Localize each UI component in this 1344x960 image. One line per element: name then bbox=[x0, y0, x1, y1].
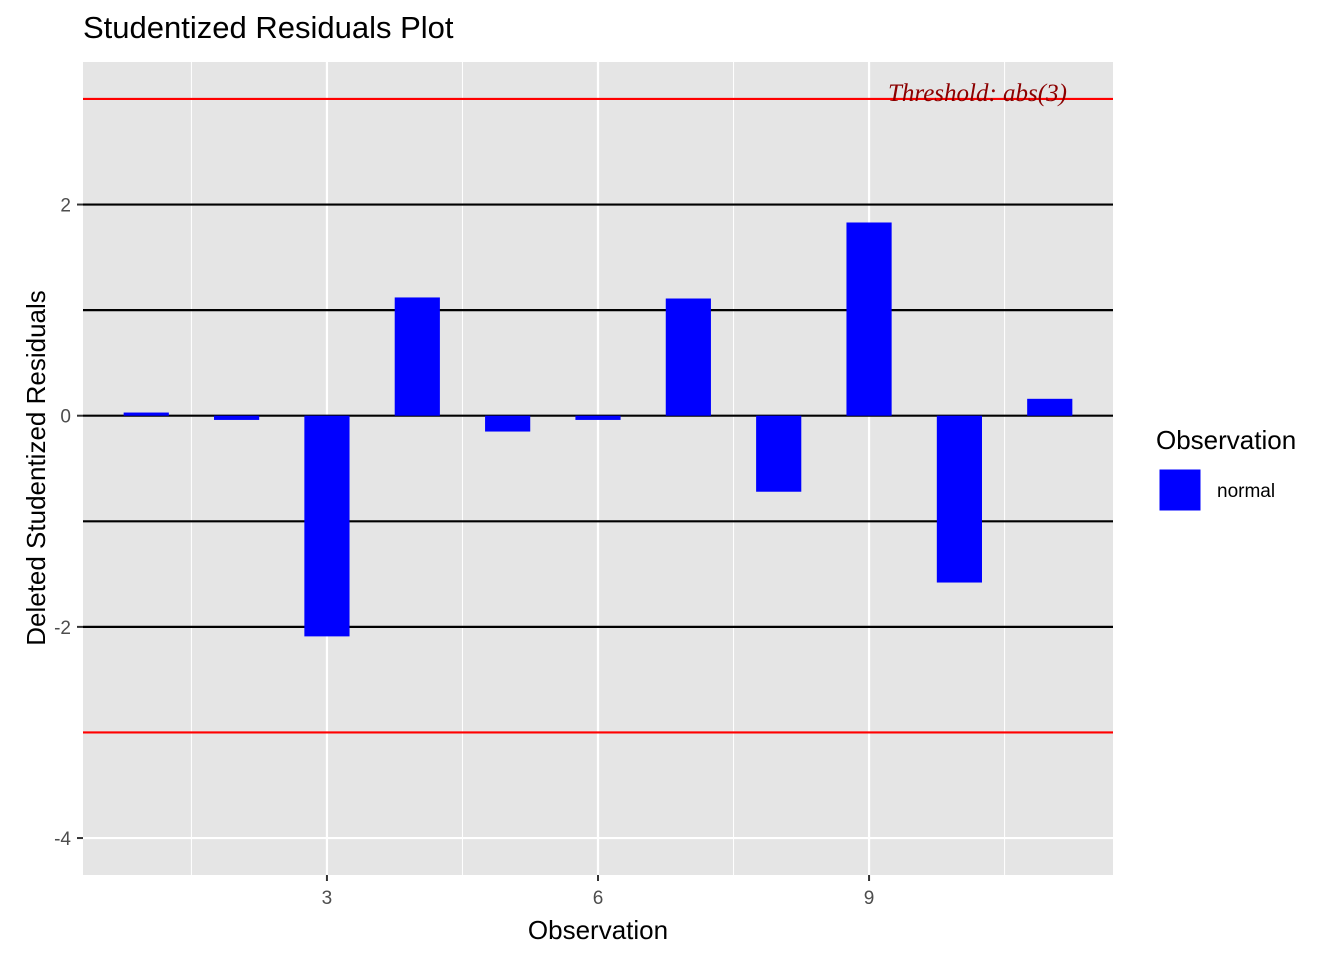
bar-observation-9 bbox=[846, 222, 892, 416]
bar-observation-1 bbox=[123, 412, 169, 416]
bars bbox=[123, 222, 1073, 637]
bar-observation-8 bbox=[756, 415, 802, 492]
legend-key-normal bbox=[1158, 468, 1202, 512]
y-tick-label: 0 bbox=[60, 407, 71, 428]
x-axis-ticks: 3 6 9 bbox=[322, 875, 875, 909]
threshold-annotation: Threshold: abs(3) bbox=[888, 80, 1067, 107]
y-tick-label: -2 bbox=[54, 618, 71, 639]
bar-observation-7 bbox=[665, 298, 711, 416]
x-axis-title: Observation bbox=[528, 915, 668, 945]
y-axis-ticks: -4 -2 0 2 bbox=[54, 196, 83, 850]
x-tick-label: 9 bbox=[864, 888, 875, 909]
bar-observation-5 bbox=[485, 415, 531, 432]
bar-observation-2 bbox=[214, 415, 260, 420]
legend-label-normal: normal bbox=[1217, 481, 1275, 502]
chart-title: Studentized Residuals Plot bbox=[83, 10, 454, 45]
threshold-lines bbox=[83, 97, 1113, 734]
x-tick-label: 6 bbox=[593, 888, 604, 909]
legend-title: Observation bbox=[1156, 425, 1296, 455]
bar-observation-10 bbox=[936, 415, 982, 583]
bar-observation-11 bbox=[1027, 398, 1073, 416]
y-tick-label: -4 bbox=[54, 829, 71, 850]
y-tick-label: 2 bbox=[60, 196, 71, 217]
bar-observation-4 bbox=[394, 297, 440, 416]
bar-observation-3 bbox=[304, 415, 350, 637]
y-axis-title: Deleted Studentized Residuals bbox=[21, 290, 51, 646]
x-tick-label: 3 bbox=[322, 888, 333, 909]
legend: Observation normal bbox=[1156, 425, 1296, 512]
bar-observation-6 bbox=[575, 415, 621, 420]
